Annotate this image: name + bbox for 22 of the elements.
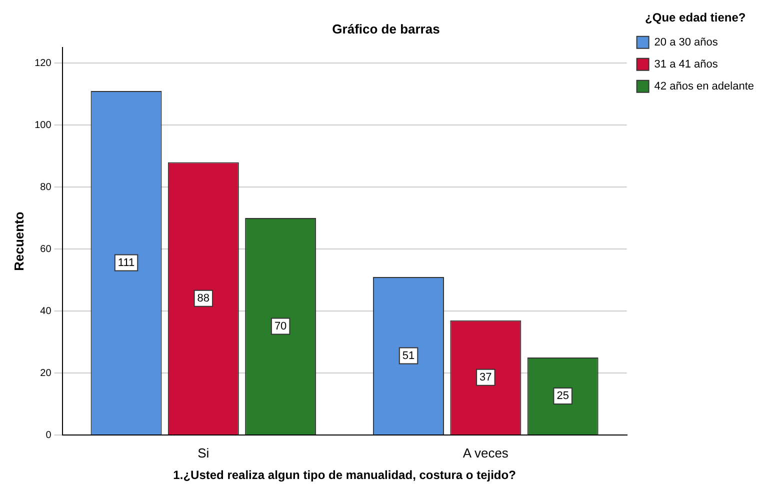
data-label: 111 <box>118 256 135 269</box>
y-tick-label: 20 <box>40 368 52 379</box>
legend-label: 31 a 41 años <box>654 58 718 70</box>
x-tick-label: A veces <box>462 445 509 460</box>
x-axis-title: 1.¿Usted realiza algun tipo de manualidad, costura o tejido? <box>173 468 516 482</box>
y-tick-label: 0 <box>46 430 52 441</box>
data-label: 51 <box>402 350 415 362</box>
data-label: 37 <box>480 371 492 384</box>
data-label: 88 <box>197 292 210 304</box>
x-tick-label: Si <box>198 445 210 460</box>
data-label: 25 <box>556 390 569 402</box>
y-tick-label: 80 <box>40 182 52 193</box>
data-label: 70 <box>274 320 287 332</box>
legend-label: 42 años en adelante <box>654 80 754 92</box>
y-tick-label: 40 <box>40 306 52 317</box>
y-axis-title: Recuento <box>11 212 26 271</box>
legend-title: ¿Que edad tiene? <box>645 10 746 24</box>
y-tick-label: 120 <box>34 58 52 69</box>
y-tick-label: 100 <box>34 120 52 131</box>
legend-label: 20 a 30 años <box>654 36 718 48</box>
y-tick-label: 60 <box>40 244 52 255</box>
chart-title: Gráfico de barras <box>332 21 440 36</box>
